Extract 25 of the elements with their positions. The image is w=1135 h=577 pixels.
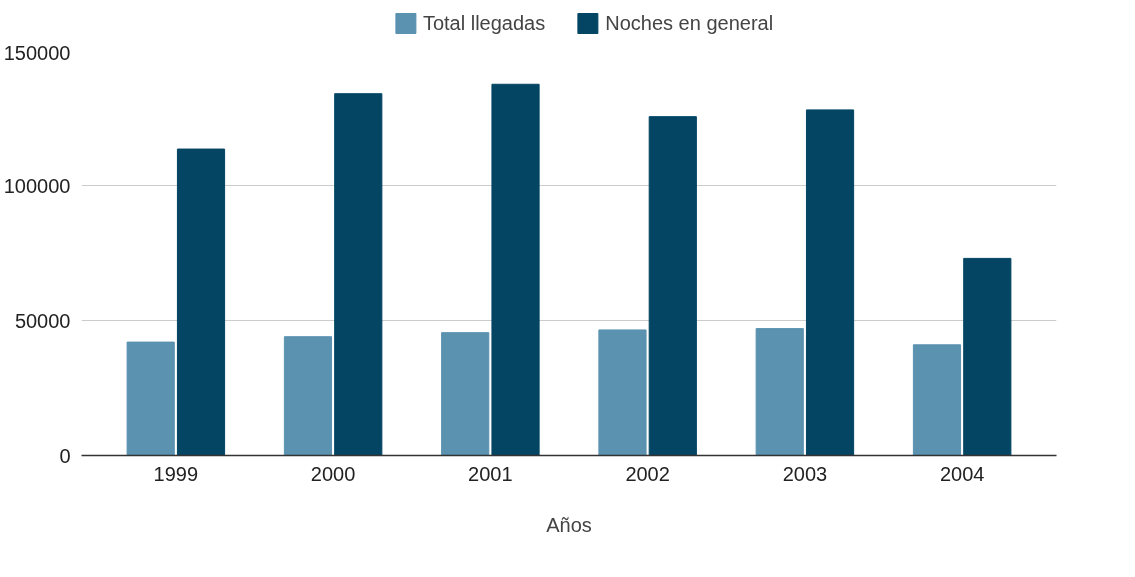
bar	[126, 341, 175, 456]
bar	[441, 332, 490, 456]
bar	[805, 109, 855, 456]
bar	[598, 329, 647, 456]
legend-label: Total llegadas	[422, 11, 546, 34]
bar	[491, 83, 540, 456]
x-axis-title: Años	[546, 513, 592, 536]
bar	[283, 336, 333, 456]
legend-label: Noches en general	[605, 11, 774, 34]
x-tick-label: 1999	[153, 462, 199, 485]
bar	[176, 148, 226, 456]
bar	[963, 257, 1012, 456]
x-tick-label: 2001	[468, 462, 513, 485]
y-tick-label: 0	[59, 444, 71, 467]
bar	[334, 93, 383, 456]
x-tick-label: 2004	[939, 462, 985, 485]
bar	[912, 344, 962, 456]
x-tick-label: 2003	[782, 462, 828, 485]
bar	[648, 116, 697, 456]
x-tick-label: 2002	[625, 462, 670, 485]
bar	[755, 328, 804, 456]
y-tick-label: 150000	[3, 41, 71, 64]
y-tick-label: 100000	[3, 174, 71, 197]
y-tick-label: 50000	[14, 309, 71, 332]
x-tick-label: 2000	[310, 462, 356, 485]
